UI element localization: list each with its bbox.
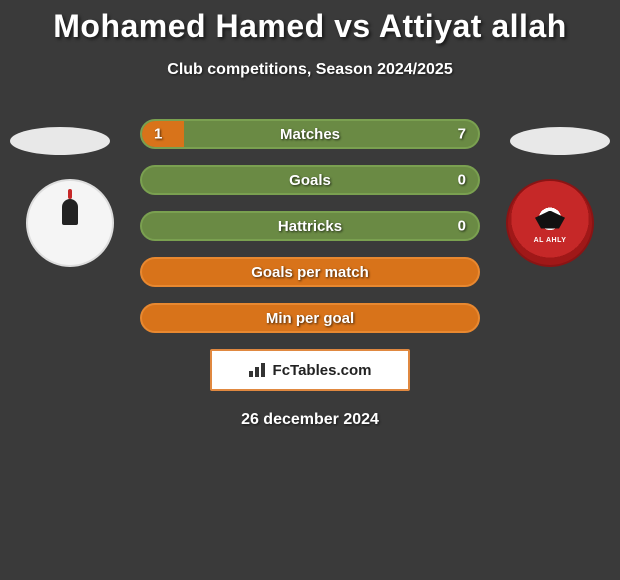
- logo-text: FcTables.com: [273, 362, 372, 379]
- stat-label: Goals: [289, 172, 331, 189]
- stat-row-min-per-goal: Min per goal: [140, 303, 480, 333]
- stat-right-value: 0: [458, 172, 466, 189]
- stat-row-goals-per-match: Goals per match: [140, 257, 480, 287]
- fctables-logo[interactable]: FcTables.com: [210, 349, 410, 391]
- stat-row-matches: 1 Matches 7: [140, 119, 480, 149]
- left-ellipse: [10, 127, 110, 155]
- right-ellipse: [510, 127, 610, 155]
- stat-right-value: 0: [458, 218, 466, 235]
- bar-fill: [142, 121, 184, 147]
- stats-bars: 1 Matches 7 Goals 0 Hattricks 0 Goals pe…: [140, 119, 480, 333]
- date-label: 26 december 2024: [0, 411, 620, 429]
- bar-chart-icon: [249, 363, 269, 377]
- left-club-badge: [26, 179, 114, 267]
- stat-label: Matches: [280, 126, 340, 143]
- stat-right-value: 7: [458, 126, 466, 143]
- right-badge-text: AL AHLY: [534, 237, 567, 244]
- comparison-content: AL AHLY 1 Matches 7 Goals 0 Hattricks 0 …: [0, 119, 620, 429]
- stat-label: Min per goal: [266, 310, 354, 327]
- stat-row-goals: Goals 0: [140, 165, 480, 195]
- eagle-icon: [535, 211, 565, 229]
- stat-label: Goals per match: [251, 264, 369, 281]
- stat-row-hattricks: Hattricks 0: [140, 211, 480, 241]
- page-title: Mohamed Hamed vs Attiyat allah: [0, 0, 620, 45]
- subtitle: Club competitions, Season 2024/2025: [0, 61, 620, 79]
- right-club-badge: AL AHLY: [506, 179, 594, 267]
- stat-left-value: 1: [154, 126, 162, 143]
- stat-label: Hattricks: [278, 218, 342, 235]
